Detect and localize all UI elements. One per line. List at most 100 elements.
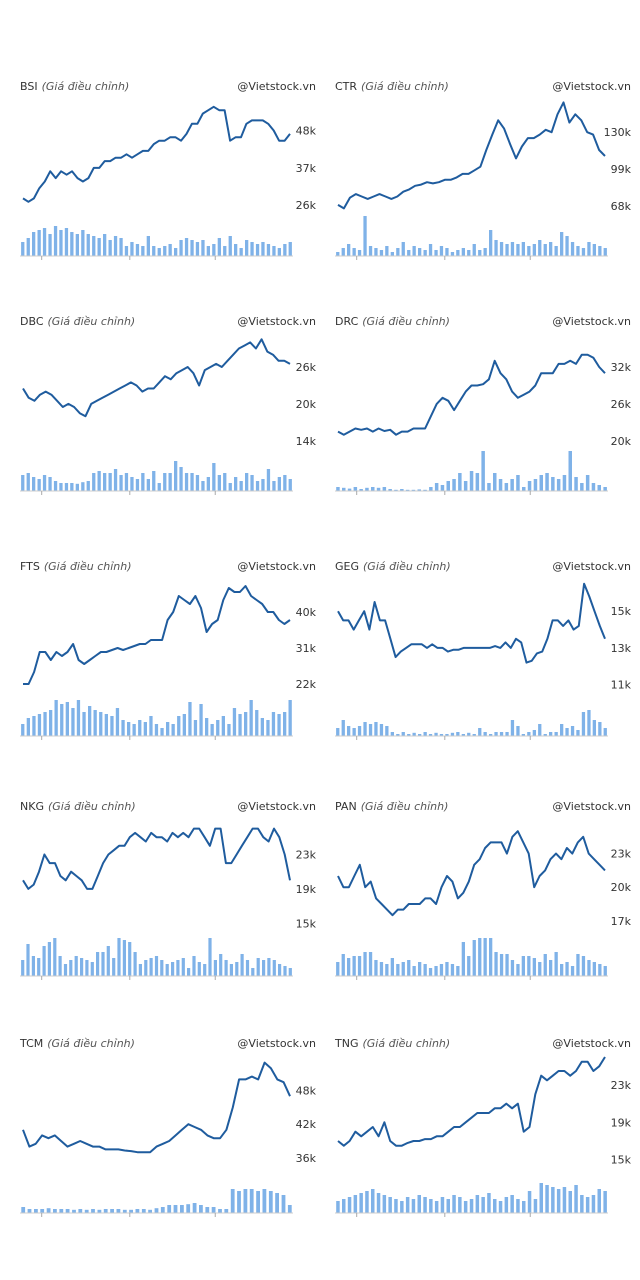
y-tick-label: 48k <box>296 125 317 138</box>
volume-bar <box>21 724 25 736</box>
volume-bar <box>171 724 175 736</box>
volume-bar <box>272 481 276 491</box>
volume-bar <box>458 473 462 491</box>
volume-bar <box>527 481 532 491</box>
volume-bar <box>154 956 159 976</box>
volume-bar <box>261 479 265 491</box>
volume-bar <box>522 487 526 491</box>
volume-bar <box>43 712 47 736</box>
volume-bar <box>342 487 346 491</box>
volume-bar <box>283 712 287 736</box>
volume-bar <box>499 242 504 256</box>
volume-bar <box>394 489 398 491</box>
chart-title: PAN (Giá điều chỉnh) <box>335 800 448 813</box>
volume-bar <box>353 487 358 491</box>
volume-bar <box>445 248 449 256</box>
price-line <box>22 827 291 890</box>
volume-bar <box>417 489 421 491</box>
volume-bar <box>591 1195 596 1213</box>
volume-bar <box>452 479 456 491</box>
y-tick-label: 19k <box>611 1116 632 1129</box>
volume-bar <box>154 1208 159 1213</box>
volume-bar <box>255 244 260 256</box>
volume-bar <box>239 481 243 491</box>
ticker: GEG <box>335 560 359 573</box>
volume-bar <box>271 712 276 736</box>
volume-bar <box>262 960 266 976</box>
volume-bar <box>461 734 465 736</box>
stock-chart: PAN (Giá điều chỉnh) @Vietstock.vn 17k 20k 23… <box>335 800 632 980</box>
price-line <box>337 353 606 436</box>
volume-bar <box>510 960 515 976</box>
volume-bar <box>37 479 41 491</box>
volume-bar <box>570 242 575 256</box>
volume-bar <box>396 734 400 736</box>
volume-bar <box>141 473 145 491</box>
volume-bar <box>357 250 362 256</box>
volume-bar <box>119 238 123 256</box>
volume-bar <box>70 232 74 256</box>
volume-bar <box>347 958 351 976</box>
y-tick-label: 23k <box>611 1079 632 1092</box>
source: @Vietstock.vn <box>237 80 316 93</box>
volume-bar <box>149 716 153 736</box>
volume-bar <box>434 966 438 976</box>
volume-bar <box>603 487 607 491</box>
volume-bar <box>288 700 292 736</box>
volume-bar <box>603 248 607 256</box>
volume-bar <box>277 477 281 491</box>
volume-bar <box>439 246 444 256</box>
volume-bar <box>363 722 367 736</box>
volume-bar <box>445 962 449 976</box>
source: @Vietstock.vn <box>552 80 631 93</box>
volume-bar <box>63 964 68 976</box>
volume-bar <box>84 1209 89 1213</box>
y-tick-label: 23k <box>296 848 317 861</box>
volume-bar <box>37 714 42 736</box>
volume-bar <box>434 1201 439 1213</box>
volume-bar <box>456 966 460 976</box>
volume-bar <box>562 475 567 491</box>
volume-bar <box>239 248 243 256</box>
volume-bar <box>359 1193 363 1213</box>
volume-bar <box>228 236 232 256</box>
volume-bar <box>34 1209 38 1213</box>
volume-bar <box>592 962 596 976</box>
volume-bar <box>201 240 205 256</box>
volume-bar <box>75 234 79 256</box>
volume-bar <box>439 734 444 736</box>
volume-bar <box>47 942 51 976</box>
volume-bar <box>251 968 255 976</box>
volume-bar <box>26 473 30 491</box>
volume-bar <box>223 473 227 491</box>
volume-bar <box>581 956 586 976</box>
volume-bar <box>574 1185 578 1213</box>
volume-bar <box>538 724 542 736</box>
volume-bar <box>179 467 183 491</box>
volume-bar <box>341 720 345 736</box>
volume-bar <box>133 952 137 976</box>
volume-bar <box>81 482 85 491</box>
volume-bar <box>379 250 384 256</box>
volume-bar <box>127 722 131 736</box>
volume-bar <box>494 732 498 736</box>
volume-bar <box>283 966 287 976</box>
source: @Vietstock.vn <box>552 560 631 573</box>
volume-bar <box>262 1189 267 1213</box>
volume-bar <box>99 712 103 736</box>
volume-bar <box>487 1193 491 1213</box>
volume-bar <box>234 477 238 491</box>
volume-bar <box>124 473 129 491</box>
volume-bar <box>171 962 175 976</box>
stock-chart: CTR (Giá điều chỉnh) @Vietstock.vn 68k 99k 13… <box>335 80 632 260</box>
volume-bar <box>76 700 81 736</box>
price-line <box>22 338 291 418</box>
volume-bar <box>412 246 416 256</box>
volume-bar <box>347 1197 352 1213</box>
volume-bar <box>91 1209 95 1213</box>
volume-bar <box>166 722 170 736</box>
volume-bar <box>281 1195 286 1213</box>
volume-bar <box>197 962 201 976</box>
volume-bar <box>21 960 25 976</box>
